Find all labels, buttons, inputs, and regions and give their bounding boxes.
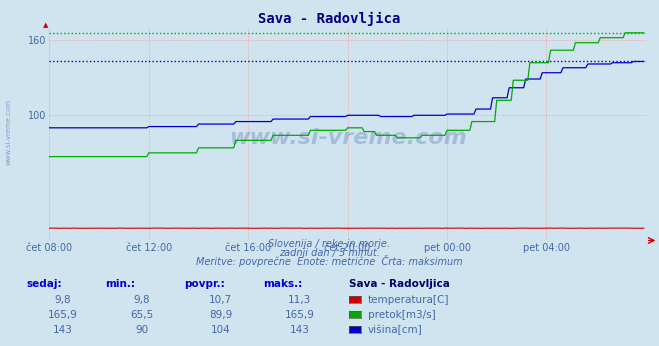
Text: temperatura[C]: temperatura[C] bbox=[368, 295, 449, 305]
Text: sedaj:: sedaj: bbox=[26, 279, 62, 289]
Text: Sava - Radovljica: Sava - Radovljica bbox=[258, 12, 401, 26]
Text: 10,7: 10,7 bbox=[209, 295, 233, 305]
Text: zadnji dan / 5 minut.: zadnji dan / 5 minut. bbox=[279, 248, 380, 258]
Text: povpr.:: povpr.: bbox=[185, 279, 225, 289]
Text: 104: 104 bbox=[211, 325, 231, 335]
Text: Slovenija / reke in morje.: Slovenija / reke in morje. bbox=[268, 239, 391, 249]
Text: 89,9: 89,9 bbox=[209, 310, 233, 320]
Text: 165,9: 165,9 bbox=[47, 310, 78, 320]
Text: Meritve: povprečne  Enote: metrične  Črta: maksimum: Meritve: povprečne Enote: metrične Črta:… bbox=[196, 255, 463, 267]
Text: 143: 143 bbox=[290, 325, 310, 335]
Text: 165,9: 165,9 bbox=[285, 310, 315, 320]
Text: pretok[m3/s]: pretok[m3/s] bbox=[368, 310, 436, 320]
Text: 65,5: 65,5 bbox=[130, 310, 154, 320]
Text: višina[cm]: višina[cm] bbox=[368, 325, 422, 335]
Text: 143: 143 bbox=[53, 325, 72, 335]
Text: maks.:: maks.: bbox=[264, 279, 303, 289]
Text: 9,8: 9,8 bbox=[54, 295, 71, 305]
Text: 9,8: 9,8 bbox=[133, 295, 150, 305]
Text: Sava - Radovljica: Sava - Radovljica bbox=[349, 279, 450, 289]
Text: min.:: min.: bbox=[105, 279, 136, 289]
Text: www.si-vreme.com: www.si-vreme.com bbox=[229, 128, 467, 148]
Text: 11,3: 11,3 bbox=[288, 295, 312, 305]
Text: 90: 90 bbox=[135, 325, 148, 335]
Text: ▲: ▲ bbox=[43, 22, 48, 28]
Text: www.si-vreme.com: www.si-vreme.com bbox=[5, 98, 11, 165]
